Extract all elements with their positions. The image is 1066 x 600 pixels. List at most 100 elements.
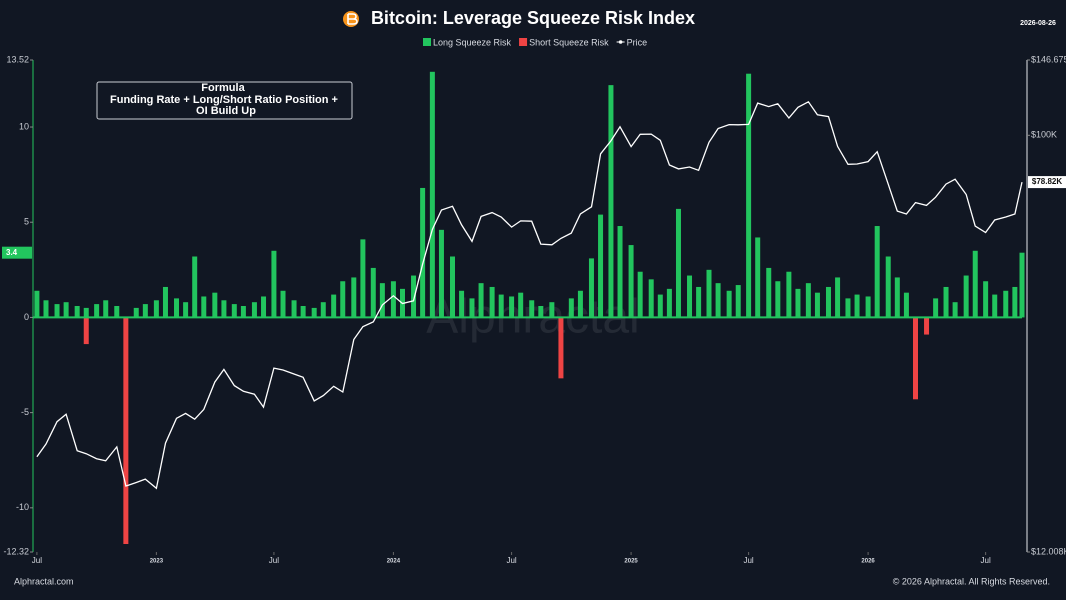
bar <box>814 292 820 318</box>
bar <box>331 294 337 318</box>
bar <box>221 300 227 318</box>
bar <box>94 304 100 318</box>
bar <box>212 292 218 318</box>
bar <box>1012 286 1018 318</box>
bar <box>617 226 623 318</box>
legend-label: Long Squeeze Risk <box>433 37 512 47</box>
bar <box>696 286 702 318</box>
bar <box>795 288 801 318</box>
y-tick-label: -5 <box>21 407 29 417</box>
bar <box>549 302 555 318</box>
bar <box>271 250 277 318</box>
price-line <box>36 100 1023 490</box>
bar <box>706 269 712 318</box>
bar <box>726 290 732 318</box>
bar <box>83 317 89 345</box>
x-tick-label: 2026 <box>861 559 875 565</box>
formula-title: Formula <box>201 82 245 94</box>
bar <box>885 256 891 318</box>
bar <box>963 275 969 318</box>
y2-tick-label: $146.675K <box>1031 54 1066 64</box>
y-tick-label: 5 <box>24 217 29 227</box>
bar <box>509 296 515 318</box>
bar <box>628 245 634 318</box>
bar <box>478 283 484 318</box>
bar <box>311 307 317 318</box>
y-tick-label: 10 <box>19 121 29 131</box>
bar <box>420 187 426 318</box>
y-tick-label: 0 <box>24 312 29 322</box>
x-tick-label: Jul <box>32 556 42 565</box>
bar <box>34 290 40 318</box>
bar <box>192 256 198 318</box>
x-tick-label: Jul <box>506 556 516 565</box>
bar <box>608 85 614 318</box>
bar <box>1003 290 1009 318</box>
bar <box>174 298 180 318</box>
bar <box>687 275 693 318</box>
bar <box>489 286 495 318</box>
footer-right: © 2026 Alphractal. All Rights Reserved. <box>893 576 1050 586</box>
bar <box>588 258 594 318</box>
bar <box>459 290 465 318</box>
bar <box>74 306 80 318</box>
formula-line: OI Build Up <box>196 105 256 117</box>
legend-dot <box>618 40 623 44</box>
bar <box>291 300 297 318</box>
bar <box>201 296 207 318</box>
legend-label: Short Squeeze Risk <box>529 37 609 47</box>
bar <box>865 296 871 318</box>
footer-left: Alphractal.com <box>14 576 74 586</box>
bar <box>983 281 989 318</box>
bar <box>648 279 654 318</box>
bar <box>320 302 326 318</box>
date: 2026-08-26 <box>1020 20 1056 27</box>
bar <box>449 256 455 318</box>
bar <box>835 277 841 318</box>
bar <box>755 237 761 318</box>
bar <box>280 290 286 318</box>
bar <box>63 302 69 318</box>
bar <box>675 208 681 318</box>
bar <box>340 281 346 318</box>
bar <box>183 302 189 318</box>
bar <box>854 294 860 318</box>
x-tick-label: 2024 <box>387 559 401 565</box>
bar <box>715 283 721 318</box>
bar <box>351 277 357 318</box>
x-tick-label: Jul <box>981 556 991 565</box>
legend-swatch <box>519 38 528 46</box>
chart-title: Bitcoin: Leverage Squeeze Risk Index <box>371 8 695 28</box>
bar <box>54 304 60 318</box>
y2-tick-label: $100K <box>1031 130 1057 140</box>
bar <box>558 317 564 379</box>
y-tick-label: -10 <box>16 502 29 512</box>
bar <box>894 277 900 318</box>
bar <box>251 302 257 318</box>
bar <box>153 300 159 318</box>
bar <box>825 286 831 318</box>
bar <box>845 298 851 318</box>
bar <box>429 71 435 318</box>
bar <box>637 271 643 318</box>
y-tick-label: 13.52 <box>6 54 29 64</box>
bar <box>360 239 366 318</box>
bar <box>538 306 544 318</box>
x-tick-label: 2023 <box>150 559 164 565</box>
x-tick-label: 2025 <box>624 559 638 565</box>
bar <box>577 290 583 318</box>
bar <box>469 298 475 318</box>
bar <box>913 317 919 400</box>
bar <box>498 294 504 318</box>
x-tick-label: Jul <box>269 556 279 565</box>
bar <box>133 307 139 318</box>
bar <box>518 292 524 318</box>
bar <box>379 283 385 318</box>
legend-label: Price <box>627 37 648 47</box>
bar <box>438 229 444 318</box>
bar <box>1019 252 1025 318</box>
bar <box>746 73 752 318</box>
bar <box>903 292 909 318</box>
bar <box>43 300 49 318</box>
